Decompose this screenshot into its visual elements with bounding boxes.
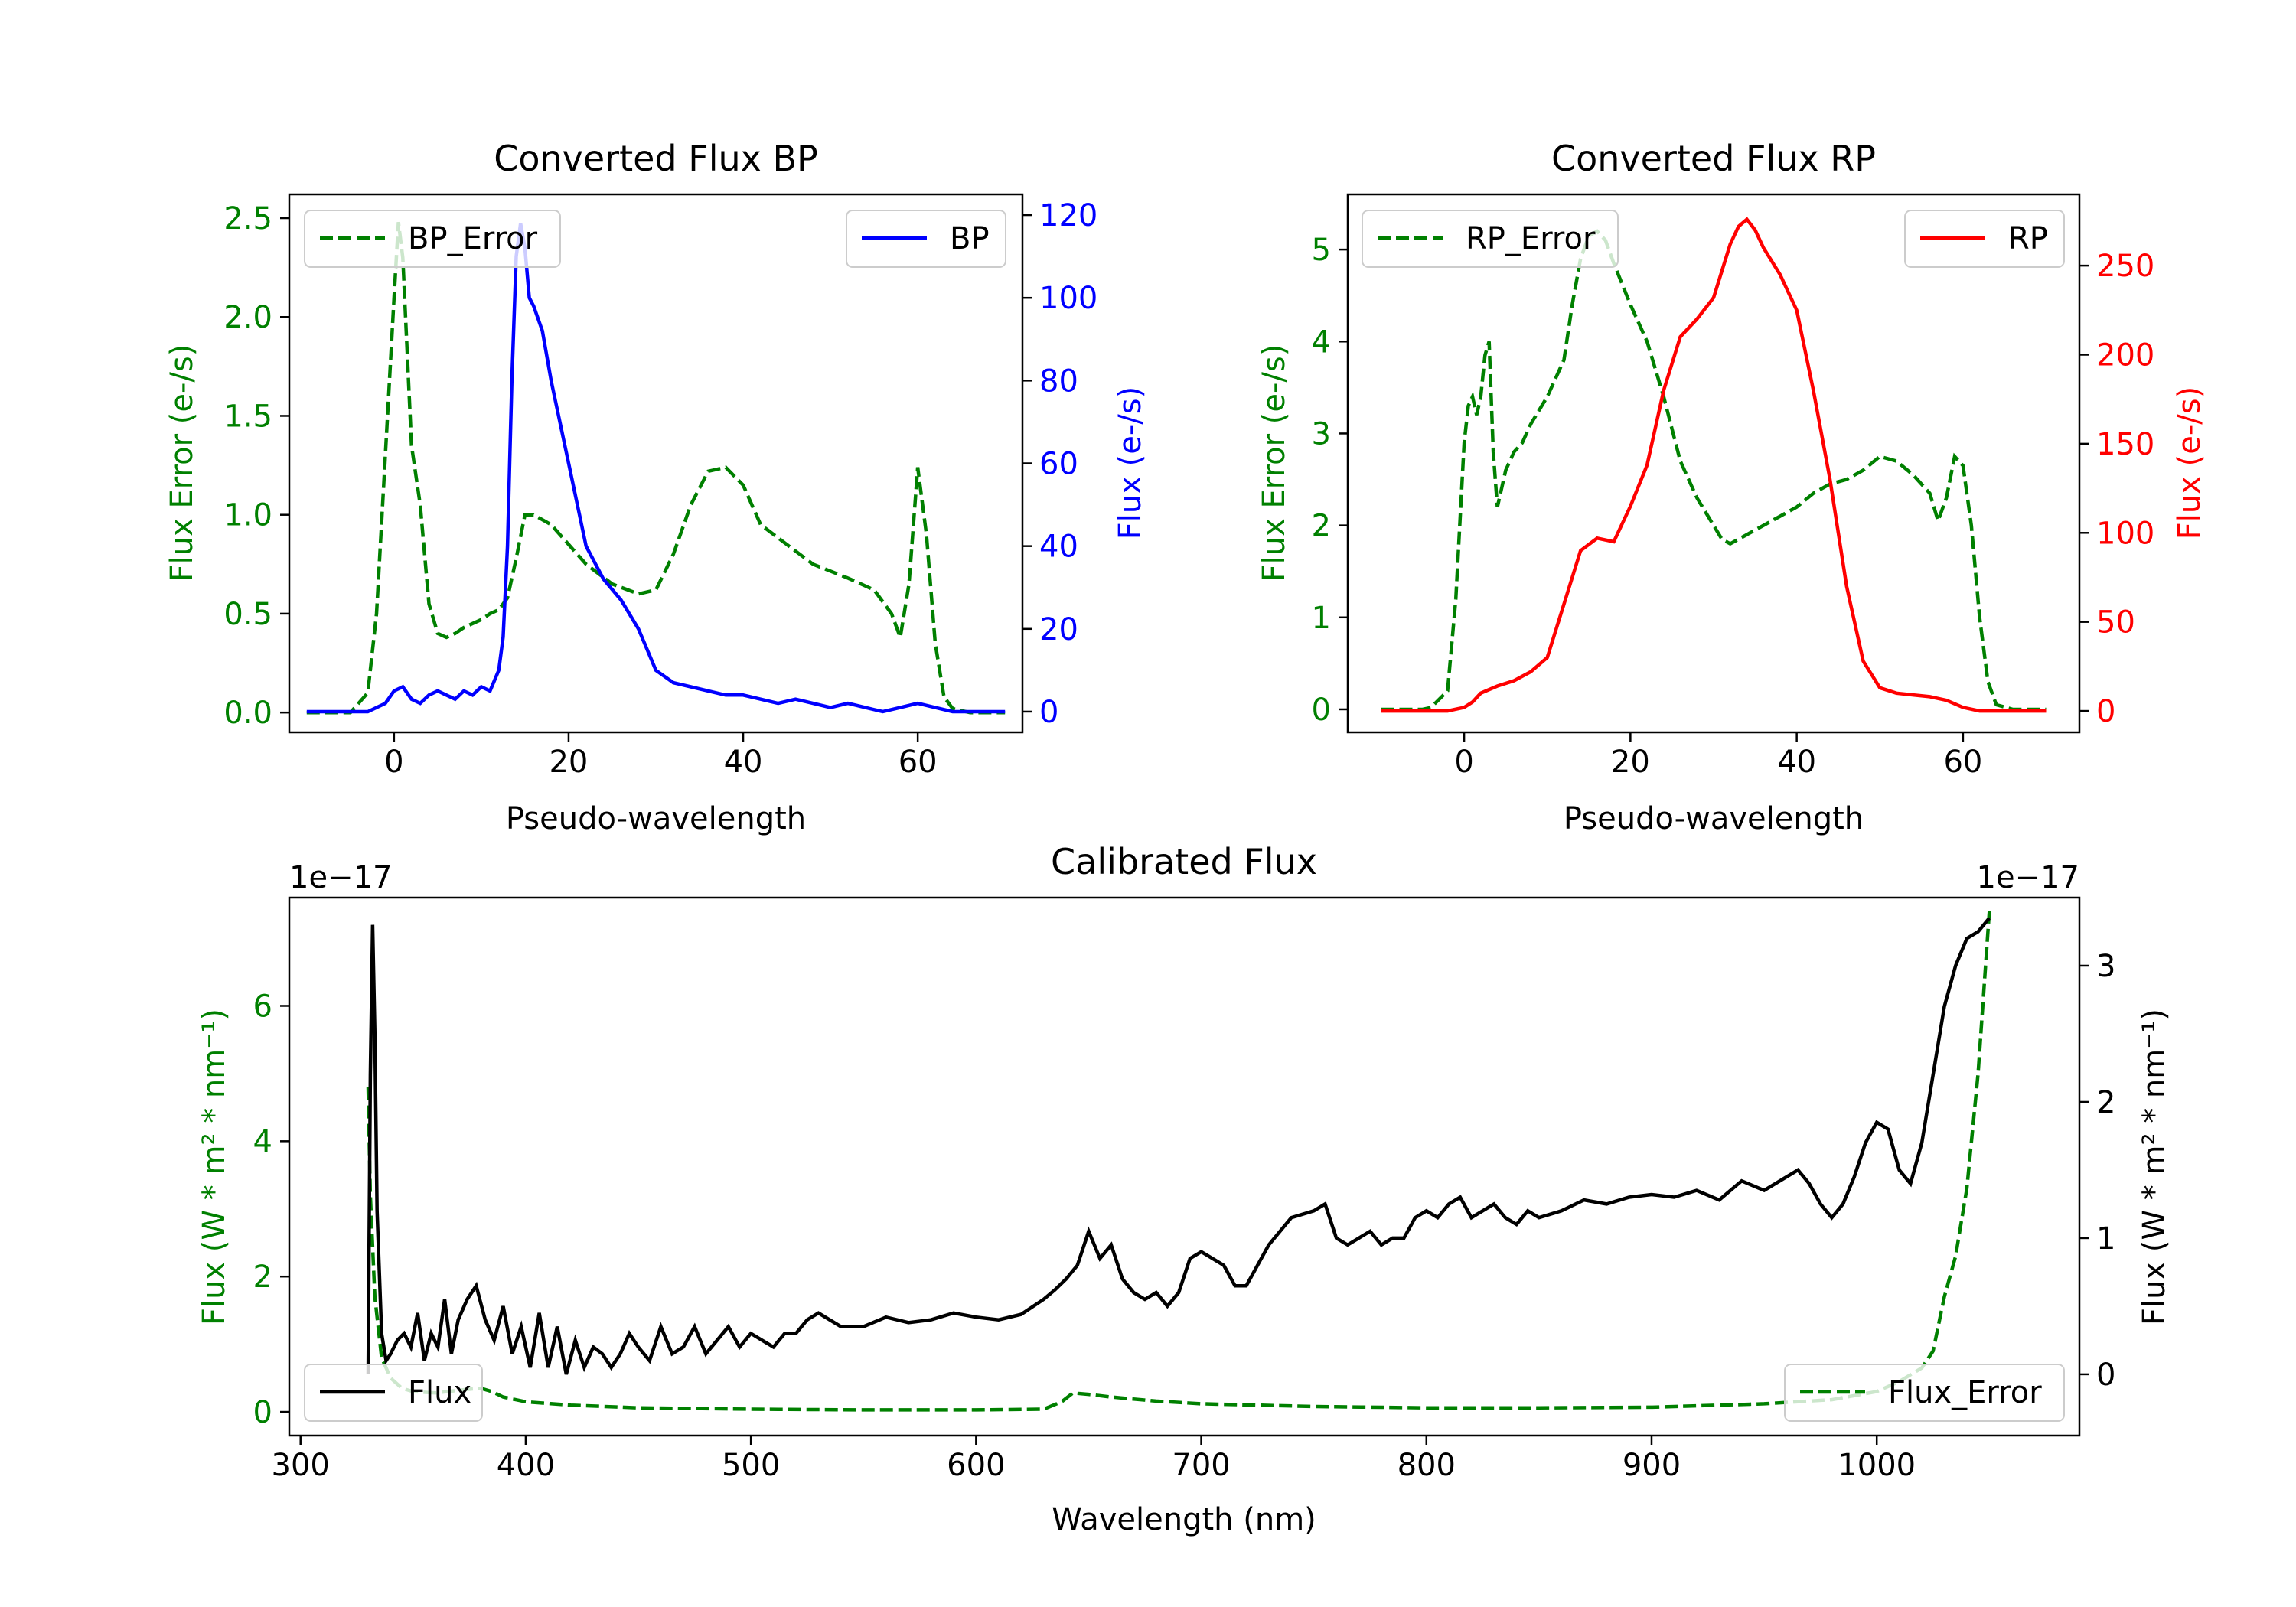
cal-xtick-label: 400 [497,1448,555,1483]
bp-left-ytick-label: 2.5 [223,201,272,236]
cal-right-ytick-label: 3 [2096,949,2115,984]
rp-xtick-label: 0 [1454,745,1473,780]
bp-right-axis: 0 20 40 60 80 100 120 [1022,198,1097,730]
cal-left-ytick-label: 4 [253,1124,272,1159]
cal-ylabel-right: Flux (W * m² * nm⁻¹) [2137,1009,2172,1325]
cal-left-ytick-label: 2 [253,1260,272,1295]
bp-right-ytick-label: 100 [1039,281,1097,316]
bp-ylabel-right: Flux (e-/s) [1113,386,1148,539]
rp-right-axis: 0 50 100 150 200 250 [2079,249,2154,729]
bp-error-series-line [306,221,1006,715]
cal-xtick-label: 700 [1172,1448,1230,1483]
panel-calibrated: Calibrated Flux 1e−17 1e−17 300 400 500 600… [197,841,2172,1537]
bp-legend-flux: BP [846,210,1006,268]
rp-legend-flux-label: RP [2008,221,2048,256]
cal-title: Calibrated Flux [1051,841,1317,882]
rp-ylabel-left: Flux Error (e-/s) [1257,344,1292,582]
bp-right-ytick-label: 40 [1039,530,1078,565]
bp-right-ytick-label: 20 [1039,612,1078,647]
bp-left-ytick-label: 0.5 [223,597,272,632]
rp-left-ytick-label: 1 [1312,601,1331,636]
cal-right-ytick-label: 0 [2096,1358,2115,1393]
cal-right-ytick-label: 1 [2096,1221,2115,1257]
bp-xtick-label: 0 [384,745,403,780]
bp-left-ytick-label: 2.0 [223,300,272,335]
cal-legend-flux: Flux [304,1364,483,1422]
panel-rp: Converted Flux RP 0 20 40 60 0 1 2 3 4 5 0 50 100 1… [1257,138,2207,836]
bp-ylabel-left: Flux Error (e-/s) [165,344,200,582]
cal-xtick-label: 900 [1623,1448,1681,1483]
rp-xtick-label: 60 [1943,745,1982,780]
rp-title: Converted Flux RP [1551,138,1876,179]
rp-xlabel: Pseudo-wavelength [1564,801,1864,836]
cal-xtick-label: 1000 [1838,1448,1916,1483]
rp-left-axis: 0 1 2 3 4 5 [1312,233,1348,728]
rp-legend-error-label: RP_Error [1466,221,1596,256]
bp-plot-frame [288,193,1024,734]
rp-right-ytick-label: 200 [2096,338,2154,373]
bp-title: Converted Flux BP [494,138,818,179]
cal-xtick-label: 500 [722,1448,780,1483]
rp-right-ytick-label: 50 [2096,605,2135,641]
rp-legend-error: RP_Error [1362,210,1619,268]
rp-left-ytick-label: 4 [1312,324,1331,360]
bp-x-axis: 0 20 40 60 [384,732,938,780]
cal-plot-frame [288,896,2081,1437]
cal-xtick-label: 600 [947,1448,1005,1483]
bp-left-ytick-label: 1.5 [223,399,272,434]
rp-ylabel-right: Flux (e-/s) [2172,386,2207,539]
cal-x-axis: 300 400 500 600 700 800 900 1000 [272,1436,1916,1483]
cal-right-axis: 0 1 2 3 [2079,949,2115,1393]
rp-plot-frame [1346,193,2081,734]
cal-left-axis: 0 2 4 6 [253,989,289,1430]
cal-offset-right: 1e−17 [1977,860,2079,895]
bp-left-ytick-label: 0.0 [223,696,272,731]
bp-right-ytick-label: 80 [1039,363,1078,399]
rp-right-ytick-label: 0 [2096,694,2115,729]
cal-legend-error: Flux_Error [1784,1364,2065,1422]
bp-right-ytick-label: 60 [1039,447,1078,482]
bp-xlabel: Pseudo-wavelength [506,801,806,836]
bp-left-axis: 0.0 0.5 1.0 1.5 2.0 2.5 [223,201,289,731]
bp-left-ytick-label: 1.0 [223,498,272,533]
cal-left-ytick-label: 6 [253,989,272,1024]
rp-left-ytick-label: 0 [1312,693,1331,728]
cal-xtick-label: 300 [272,1448,330,1483]
cal-error-series-line [366,911,1991,1412]
bp-legend-flux-label: BP [950,221,990,256]
cal-right-ytick-label: 2 [2096,1085,2115,1120]
rp-xtick-label: 20 [1611,745,1650,780]
rp-right-ytick-label: 100 [2096,516,2154,551]
cal-flux-series-line [366,917,1991,1375]
rp-x-axis: 0 20 40 60 [1454,732,1982,780]
cal-xlabel: Wavelength (nm) [1052,1502,1316,1537]
bp-xtick-label: 20 [549,745,588,780]
cal-ylabel-left: Flux (W * m² * nm⁻¹) [197,1009,232,1325]
bp-flux-series-line [306,223,1006,714]
panel-bp: Converted Flux BP 0 20 40 60 0.0 0.5 1.0 1.5 2.… [165,138,1148,836]
rp-error-series-line [1381,229,2047,712]
rp-right-ytick-label: 150 [2096,427,2154,462]
rp-left-ytick-label: 5 [1312,233,1331,268]
cal-legend-error-label: Flux_Error [1888,1375,2042,1410]
rp-legend-flux: RP [1904,210,2065,268]
cal-offset-left: 1e−17 [289,860,392,895]
bp-xtick-label: 40 [724,745,763,780]
bp-legend-error-label: BP_Error [408,221,538,256]
cal-xtick-label: 800 [1397,1448,1456,1483]
rp-xtick-label: 40 [1777,745,1816,780]
bp-legend-error: BP_Error [304,210,561,268]
bp-xtick-label: 60 [899,745,938,780]
bp-right-ytick-label: 120 [1039,198,1097,233]
rp-left-ytick-label: 3 [1312,416,1331,451]
cal-legend-flux-label: Flux [408,1375,471,1410]
rp-right-ytick-label: 250 [2096,249,2154,284]
rp-flux-series-line [1381,217,2047,713]
rp-left-ytick-label: 2 [1312,509,1331,544]
cal-left-ytick-label: 0 [253,1395,272,1430]
bp-right-ytick-label: 0 [1039,695,1058,730]
